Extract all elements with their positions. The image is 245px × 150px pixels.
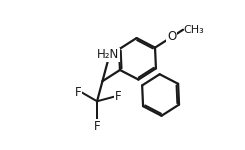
Text: F: F [115,90,121,103]
Text: H₂N: H₂N [97,48,119,61]
Text: F: F [94,120,100,133]
Text: CH₃: CH₃ [184,25,205,35]
Text: F: F [74,86,81,99]
Text: O: O [167,30,176,44]
